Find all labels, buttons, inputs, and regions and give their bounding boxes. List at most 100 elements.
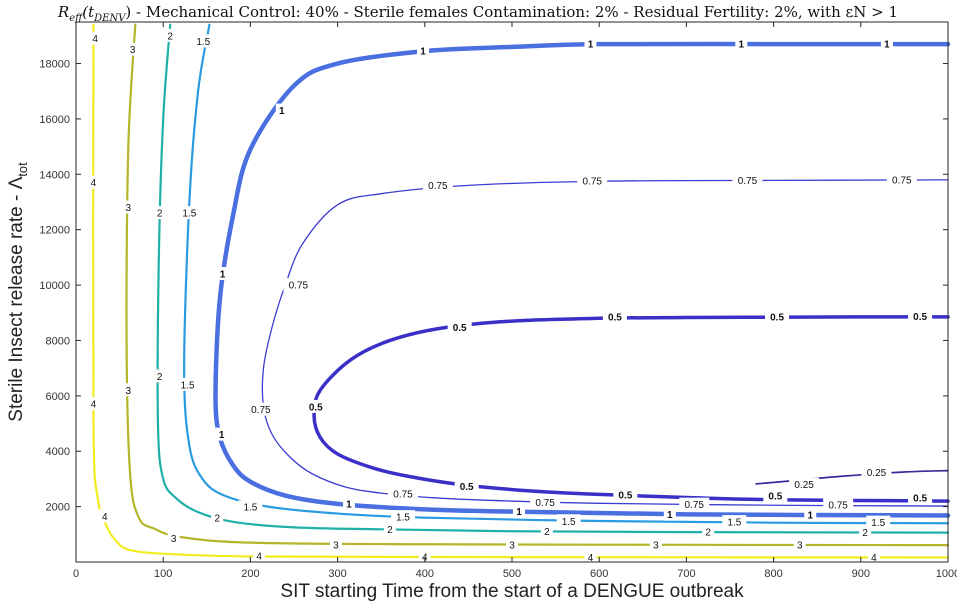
contour-label: 1	[220, 270, 226, 281]
contour-label: 2	[387, 525, 393, 536]
y-tick-label: 6000	[46, 391, 70, 403]
contour-label: 1.5	[396, 513, 410, 524]
contour-label-bg	[391, 510, 415, 524]
contour-label: 3	[130, 45, 136, 56]
x-tick-label: 0	[73, 568, 79, 580]
contour-label: 1.5	[196, 37, 210, 48]
contour-label-bg	[908, 309, 933, 323]
y-tick-label: 8000	[46, 335, 70, 347]
contour-label-bg	[167, 531, 180, 545]
contour-label-bg	[602, 310, 627, 324]
contour-label: 1	[279, 106, 285, 117]
y-tick-label: 10000	[39, 280, 70, 292]
contour-label: 3	[126, 203, 132, 214]
y-axis-label-sub: tot	[15, 162, 30, 177]
contour-label-bg	[216, 267, 229, 280]
contour-label: 2	[544, 527, 550, 538]
contour-label-bg	[735, 37, 748, 51]
contour-label-bg	[126, 42, 139, 56]
x-tick-label: 1000	[936, 568, 957, 580]
contour-label-bg	[253, 549, 266, 563]
contour-label: 1.5	[562, 517, 576, 528]
contour-label-bg	[663, 507, 676, 521]
chart-title: Reff(tDENV) - Mechanical Control: 40% - …	[57, 3, 898, 24]
contour-label: 0.75	[393, 490, 413, 501]
contour-line	[213, 41, 951, 518]
contour-label-bg	[577, 174, 608, 188]
title-part: R	[57, 3, 69, 21]
contour-label-bg	[765, 309, 790, 323]
contour-label: 0.75	[738, 176, 758, 187]
contour-label: 0.75	[892, 175, 912, 186]
y-axis-ticks: 2000 4000 6000 8000 10000 12000 14000 16000 1800…	[39, 59, 948, 514]
title-part: (t	[82, 3, 95, 21]
contour-label-bg	[303, 399, 328, 413]
y-tick-label: 16000	[39, 114, 70, 126]
contour-label-bg	[556, 514, 581, 528]
contour-label-bg	[153, 206, 166, 220]
contour-label: 1.5	[871, 518, 885, 529]
contour-label-bg	[506, 537, 518, 551]
contour-label: 0.75	[828, 501, 848, 512]
contour-label: 0.5	[618, 490, 632, 501]
contour-label: 0.75	[535, 498, 555, 509]
x-tick-label: 100	[154, 568, 172, 580]
contour-label: 3	[171, 534, 177, 545]
contour-label-bg	[245, 402, 276, 416]
contour-label: 0.5	[913, 312, 927, 323]
contour-label: 0.75	[428, 181, 448, 192]
contour-label-bg	[153, 369, 166, 383]
contour-label-bg	[789, 477, 820, 491]
x-axis-label: SIT starting Time from the start of a DE…	[280, 581, 744, 602]
x-tick-label: 700	[677, 568, 695, 580]
contour-label: 1.5	[182, 209, 196, 220]
contour-label-bg	[540, 524, 553, 538]
contour-label-bg	[275, 103, 288, 117]
contour-label-bg	[880, 37, 893, 51]
contour-label-bg	[164, 28, 177, 42]
contour-label-bg	[89, 31, 102, 45]
contour-label-bg	[388, 487, 418, 501]
x-tick-label: 300	[328, 568, 346, 580]
x-tick-label: 500	[503, 568, 521, 580]
x-tick-label: 200	[241, 568, 259, 580]
contour-label: 2	[157, 372, 163, 383]
y-tick-label: 18000	[39, 59, 70, 71]
contour-label: 0.5	[768, 492, 782, 503]
contour-label: 0.75	[685, 500, 705, 511]
contour-label: 1.5	[243, 503, 257, 514]
contour-label-bg	[447, 320, 472, 334]
contour-label-bg	[866, 515, 891, 529]
contour-labels: 4444444433333333222222221.51.51.51.51.51…	[87, 28, 933, 564]
contour-label-bg	[861, 465, 892, 479]
contour-label: 2	[167, 31, 173, 42]
title-part: ) - Mechanical Control: 40% - Sterile fe…	[125, 3, 898, 21]
contour-line	[125, 23, 950, 547]
contour-label: 1	[739, 40, 745, 51]
contour-label: 2	[214, 514, 220, 525]
contour-label-bg	[702, 525, 715, 539]
contour-label: 1.5	[727, 518, 741, 529]
title-part: eff	[69, 13, 84, 24]
contour-label: 4	[588, 553, 594, 564]
contour-label-bg	[454, 479, 479, 493]
contour-label: 1	[420, 47, 426, 58]
contour-label: 4	[256, 552, 262, 563]
contour-label-bg	[191, 34, 216, 48]
contour-label: 2	[157, 209, 163, 220]
contour-line	[755, 469, 949, 485]
contour-label: 4	[91, 178, 97, 189]
contour-label: 0.75	[289, 281, 309, 292]
x-tick-label: 900	[852, 568, 870, 580]
contour-label: 0.5	[770, 312, 784, 323]
y-tick-label: 12000	[39, 225, 70, 237]
x-tick-label: 600	[590, 568, 608, 580]
contour-label: 1	[219, 430, 225, 441]
contour-label: 1	[667, 510, 673, 521]
contour-label: 1	[588, 40, 594, 51]
contour-label: 1	[346, 499, 352, 510]
contour-label-bg	[867, 550, 880, 564]
contour-label-bg	[584, 37, 597, 51]
y-tick-label: 2000	[46, 502, 70, 514]
